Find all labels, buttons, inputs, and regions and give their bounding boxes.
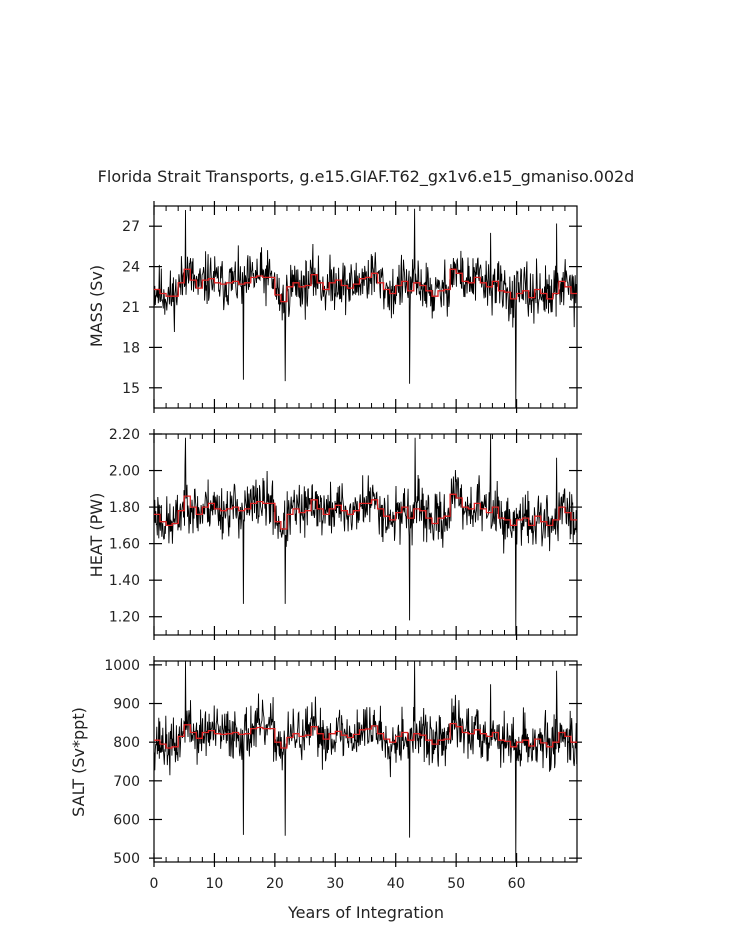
- y-tick-label: 18: [122, 340, 140, 356]
- annual-mean-line: [154, 722, 577, 749]
- x-tick-label: 0: [150, 876, 159, 892]
- annual-mean-line: [154, 268, 577, 303]
- y-tick-label: 2.00: [109, 464, 140, 480]
- salt-panel: SALT (Sv*ppt) 0 10 20 30 40 50 60 500 600 700 800 9…: [69, 656, 582, 892]
- monthly-series-line: [154, 661, 577, 862]
- y-tick-label: 700: [113, 774, 140, 790]
- mass-panel: MASS (Sv) 15 18 21 24 27: [87, 201, 582, 413]
- x-tick-label: 30: [326, 876, 344, 892]
- plot-frame: [153, 433, 578, 636]
- y-tick-label: 1.60: [109, 537, 140, 553]
- x-axis-label: Years of Integration: [287, 903, 444, 922]
- y-tick-label: 15: [122, 381, 140, 397]
- y-tick-label: 1000: [104, 658, 140, 674]
- x-tick-label: 20: [266, 876, 284, 892]
- x-tick-label: 10: [206, 876, 224, 892]
- y-tick-label: 24: [122, 260, 140, 276]
- x-tick-label: 40: [387, 876, 405, 892]
- y-tick-label: 21: [122, 300, 140, 316]
- y-tick-label: 1.20: [109, 610, 140, 626]
- y-tick-label: 27: [122, 219, 140, 235]
- x-tick-label: 60: [508, 876, 526, 892]
- heat-panel: HEAT (PW) 1.20 1.40 1.60 1.80 2.00 2.20: [87, 427, 582, 640]
- heat-ylabel: HEAT (PW): [87, 493, 106, 578]
- mass-ylabel: MASS (Sv): [87, 265, 106, 347]
- annual-mean-line: [154, 493, 577, 530]
- y-tick-label: 500: [113, 851, 140, 867]
- y-tick-label: 800: [113, 735, 140, 751]
- chart-title: Florida Strait Transports, g.e15.GIAF.T6…: [98, 167, 635, 187]
- y-tick-label: 900: [113, 697, 140, 713]
- y-tick-label: 1.80: [109, 500, 140, 516]
- salt-ylabel: SALT (Sv*ppt): [69, 707, 88, 817]
- plot-frame: [153, 660, 578, 863]
- monthly-series-line: [154, 208, 577, 408]
- y-tick-label: 600: [113, 812, 140, 828]
- monthly-series-line: [154, 434, 577, 635]
- x-tick-label: 50: [447, 876, 465, 892]
- y-tick-label: 1.40: [109, 573, 140, 589]
- y-tick-label: 2.20: [109, 427, 140, 443]
